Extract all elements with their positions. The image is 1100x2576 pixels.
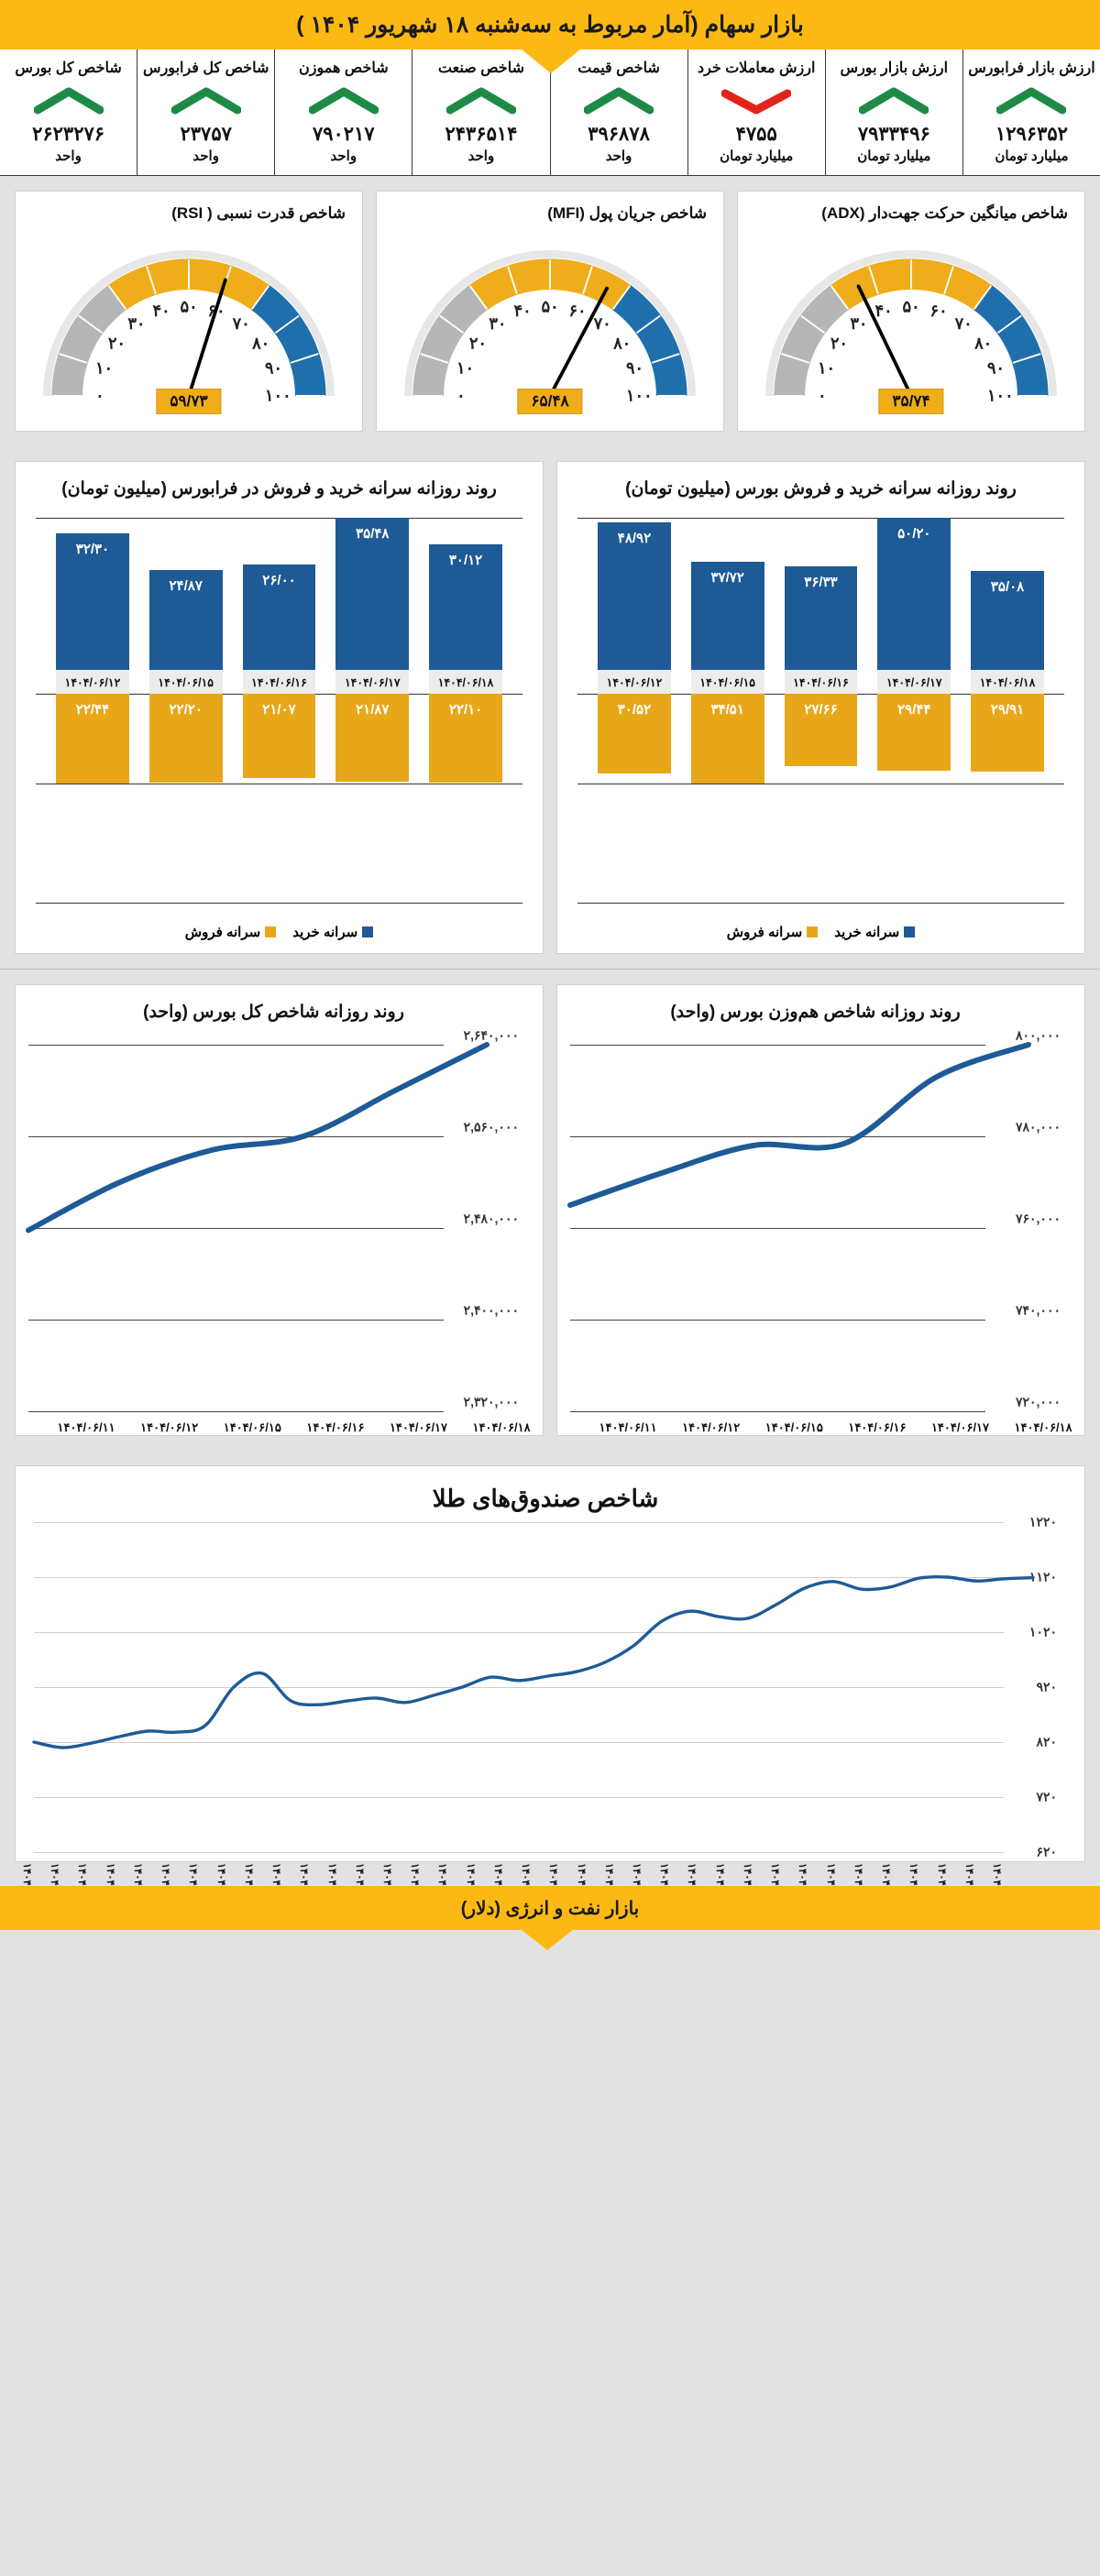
svg-text:۳۰: ۳۰ <box>850 314 867 333</box>
svg-text:۴۰: ۴۰ <box>874 301 892 320</box>
svg-text:۸۰: ۸۰ <box>612 334 631 352</box>
svg-text:۰: ۰ <box>95 387 104 405</box>
svg-text:۹۰: ۹۰ <box>987 359 1005 378</box>
svg-text:۷۰: ۷۰ <box>593 314 611 333</box>
svg-text:۷۰: ۷۰ <box>954 314 973 333</box>
svg-text:۱۰: ۱۰ <box>456 359 474 378</box>
svg-text:۵۰: ۵۰ <box>180 297 197 315</box>
svg-text:۲۰: ۲۰ <box>830 334 848 352</box>
svg-text:۹۰: ۹۰ <box>265 359 282 378</box>
svg-text:۰: ۰ <box>456 387 466 405</box>
svg-text:۴۰: ۴۰ <box>513 301 531 320</box>
svg-text:۴۰: ۴۰ <box>152 301 170 320</box>
svg-text:۹۰: ۹۰ <box>626 359 644 378</box>
svg-text:۱۰۰: ۱۰۰ <box>987 387 1014 405</box>
svg-text:۰: ۰ <box>818 387 827 405</box>
svg-text:۱۰: ۱۰ <box>818 359 835 378</box>
svg-text:۷۰: ۷۰ <box>232 314 250 333</box>
svg-text:۵۰: ۵۰ <box>902 297 919 315</box>
svg-text:۶۰: ۶۰ <box>930 301 947 320</box>
svg-text:۱۰۰: ۱۰۰ <box>265 387 292 405</box>
svg-text:۱۰۰: ۱۰۰ <box>626 387 653 405</box>
svg-text:۳۰: ۳۰ <box>127 314 145 333</box>
svg-text:۸۰: ۸۰ <box>251 334 270 352</box>
svg-text:۲۰: ۲۰ <box>108 334 126 352</box>
svg-text:۱۰: ۱۰ <box>95 359 113 378</box>
svg-text:۲۰: ۲۰ <box>469 334 487 352</box>
svg-text:۳۰: ۳۰ <box>489 314 506 333</box>
svg-text:۶۰: ۶۰ <box>568 301 586 320</box>
svg-text:۸۰: ۸۰ <box>974 334 992 352</box>
svg-text:۵۰: ۵۰ <box>541 297 558 315</box>
